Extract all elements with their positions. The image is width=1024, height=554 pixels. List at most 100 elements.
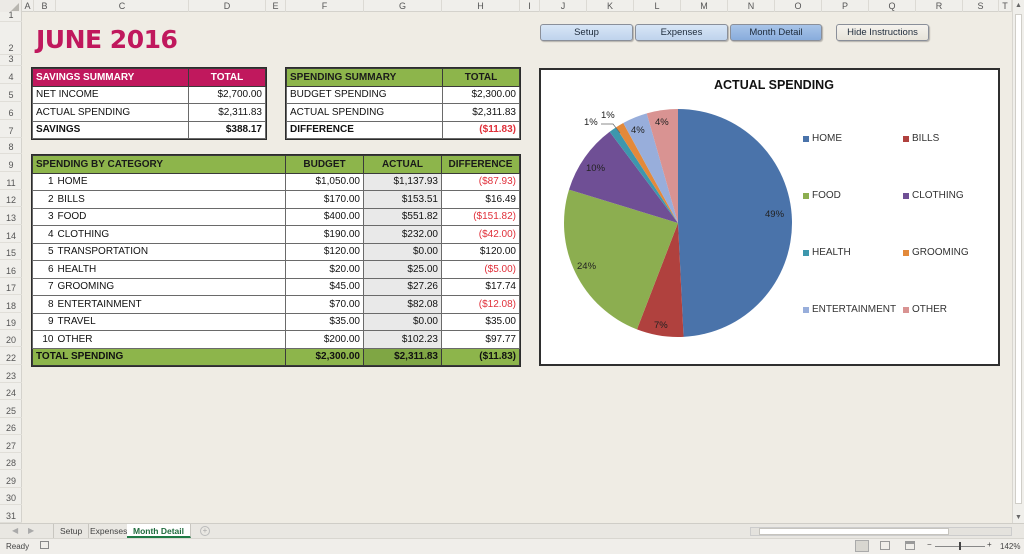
row-header[interactable]: 7 <box>0 120 22 138</box>
budget-cell[interactable]: $45.00 <box>285 277 364 296</box>
column-header[interactable]: N <box>728 0 775 12</box>
actual-cell[interactable]: $0.00 <box>363 312 442 331</box>
actual-cell[interactable]: $153.51 <box>363 190 442 209</box>
category-label[interactable]: CLOTHING <box>56 225 286 244</box>
row-header[interactable]: 27 <box>0 435 22 453</box>
zoom-level[interactable]: 142% <box>1000 542 1021 551</box>
hide-instructions-button[interactable]: Hide Instructions <box>836 24 929 41</box>
category-number[interactable]: 6 <box>32 260 57 279</box>
row-header[interactable]: 6 <box>0 102 22 120</box>
row-header[interactable]: 15 <box>0 243 22 260</box>
column-header[interactable]: A <box>22 0 34 12</box>
legend-item-food[interactable]: FOOD <box>803 190 841 201</box>
row-header[interactable]: 13 <box>0 207 22 225</box>
difference-cell[interactable]: ($5.00) <box>441 260 520 279</box>
column-header[interactable]: O <box>775 0 822 12</box>
zoom-in-button[interactable]: + <box>987 540 992 549</box>
row-value[interactable]: $2,300.00 <box>442 85 520 104</box>
pie-slice-grooming[interactable] <box>616 123 678 223</box>
row-header[interactable]: 16 <box>0 260 22 278</box>
category-number[interactable]: 5 <box>32 242 57 261</box>
row-label[interactable]: ACTUAL SPENDING <box>32 103 189 122</box>
page-break-view-icon[interactable] <box>905 541 915 550</box>
category-number[interactable]: 2 <box>32 190 57 209</box>
scroll-up-icon[interactable]: ▲ <box>1015 2 1022 9</box>
pie-slice-health[interactable] <box>609 127 678 223</box>
row-header[interactable]: 19 <box>0 313 22 330</box>
category-label[interactable]: ENTERTAINMENT <box>56 295 286 314</box>
column-header[interactable]: G <box>364 0 442 12</box>
difference-cell[interactable]: ($87.93) <box>441 172 520 191</box>
row-label[interactable]: BUDGET SPENDING <box>286 85 443 104</box>
category-label[interactable]: GROOMING <box>56 277 286 296</box>
legend-item-bills[interactable]: BILLS <box>903 133 939 144</box>
row-header[interactable]: 12 <box>0 190 22 207</box>
budget-cell[interactable]: $70.00 <box>285 295 364 314</box>
budget-cell[interactable]: $20.00 <box>285 260 364 279</box>
select-all-corner[interactable] <box>0 0 22 12</box>
row-header[interactable]: 30 <box>0 488 22 505</box>
total-actual[interactable]: $2,311.83 <box>363 347 442 366</box>
category-number[interactable]: 9 <box>32 312 57 331</box>
actual-cell[interactable]: $551.82 <box>363 207 442 226</box>
vertical-scroll-thumb[interactable] <box>1015 14 1022 504</box>
macro-record-icon[interactable] <box>40 541 49 549</box>
expenses-button[interactable]: Expenses <box>635 24 728 41</box>
page-layout-view-icon[interactable] <box>880 541 890 550</box>
row-header[interactable]: 28 <box>0 453 22 470</box>
actual-cell[interactable]: $25.00 <box>363 260 442 279</box>
budget-cell[interactable]: $170.00 <box>285 190 364 209</box>
total-difference[interactable]: ($11.83) <box>441 347 520 366</box>
actual-cell[interactable]: $232.00 <box>363 225 442 244</box>
column-header[interactable]: J <box>540 0 587 12</box>
row-header[interactable]: 3 <box>0 54 22 66</box>
month-detail-button[interactable]: Month Detail <box>730 24 822 41</box>
actual-cell[interactable]: $82.08 <box>363 295 442 314</box>
actual-cell[interactable]: $102.23 <box>363 330 442 349</box>
column-header[interactable]: S <box>963 0 999 12</box>
row-header[interactable]: 26 <box>0 418 22 435</box>
difference-cell[interactable]: $120.00 <box>441 242 520 261</box>
row-header[interactable]: 8 <box>0 138 22 154</box>
total-budget[interactable]: $2,300.00 <box>285 347 364 366</box>
category-label[interactable]: TRANSPORTATION <box>56 242 286 261</box>
row-header[interactable]: 24 <box>0 383 22 400</box>
column-header[interactable]: Q <box>869 0 916 12</box>
difference-cell[interactable]: $97.77 <box>441 330 520 349</box>
scroll-down-icon[interactable]: ▼ <box>1015 514 1022 521</box>
horizontal-scroll-thumb[interactable] <box>759 528 949 535</box>
row-header[interactable]: 23 <box>0 365 22 383</box>
vertical-scrollbar[interactable]: ▲ ▼ <box>1012 0 1024 523</box>
pie-slice-other[interactable] <box>646 109 678 223</box>
column-header[interactable]: H <box>442 0 520 12</box>
row-header[interactable]: 31 <box>0 505 22 523</box>
column-header[interactable]: T <box>999 0 1012 12</box>
category-number[interactable]: 10 <box>32 330 57 349</box>
row-value[interactable]: $2,700.00 <box>188 85 266 104</box>
legend-item-other[interactable]: OTHER <box>903 304 947 315</box>
row-header[interactable]: 25 <box>0 400 22 418</box>
row-header[interactable]: 18 <box>0 295 22 313</box>
budget-cell[interactable]: $120.00 <box>285 242 364 261</box>
row-header[interactable]: 29 <box>0 470 22 488</box>
column-header[interactable]: E <box>266 0 286 12</box>
category-number[interactable]: 7 <box>32 277 57 296</box>
row-value[interactable]: $2,311.83 <box>442 103 520 122</box>
budget-cell[interactable]: $190.00 <box>285 225 364 244</box>
category-number[interactable]: 1 <box>32 172 57 191</box>
category-label[interactable]: OTHER <box>56 330 286 349</box>
add-sheet-icon[interactable]: + <box>200 526 210 536</box>
row-header[interactable]: 22 <box>0 347 22 365</box>
category-label[interactable]: FOOD <box>56 207 286 226</box>
actual-cell[interactable]: $0.00 <box>363 242 442 261</box>
row-header[interactable]: 14 <box>0 225 22 243</box>
column-header[interactable]: C <box>56 0 189 12</box>
column-header[interactable]: F <box>286 0 364 12</box>
legend-item-home[interactable]: HOME <box>803 133 842 144</box>
tab-scroll-right-icon[interactable]: ▶ <box>28 526 35 535</box>
row-header[interactable]: 4 <box>0 66 22 84</box>
column-header[interactable]: P <box>822 0 869 12</box>
column-header[interactable]: R <box>916 0 963 12</box>
pie-slice-food[interactable] <box>564 189 678 330</box>
tab-setup[interactable]: Setup <box>53 524 90 538</box>
